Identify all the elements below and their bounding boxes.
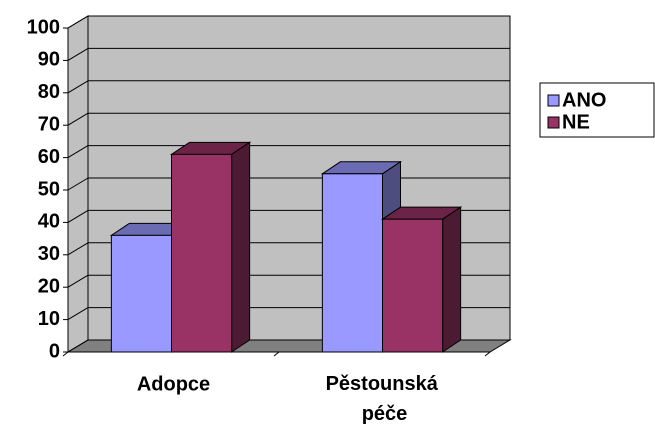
- y-tick-label: 50: [38, 178, 60, 200]
- x-tick-label-line: péče: [362, 403, 408, 425]
- x-tick: [273, 351, 280, 357]
- legend-swatch: [547, 94, 560, 107]
- grid-line: [67, 177, 89, 191]
- bar-front: [321, 173, 383, 353]
- y-tick-label: 20: [38, 275, 60, 297]
- grid-line: [67, 15, 89, 29]
- legend-label: NE: [562, 111, 590, 133]
- y-tick-label: 90: [38, 49, 60, 71]
- legend-label: ANO: [562, 89, 606, 111]
- grid-line: [67, 47, 89, 61]
- x-tick: [62, 351, 69, 357]
- grid-line: [67, 307, 89, 321]
- y-tick-label: 0: [49, 340, 60, 362]
- x-tick-label-line: Pěstounská: [326, 373, 444, 395]
- x-tick-label: Adopce: [137, 373, 210, 395]
- x-tick-label: Pěstounská péče: [326, 373, 444, 425]
- grid-line: [67, 80, 89, 94]
- y-tick-label: 60: [38, 146, 60, 168]
- bar-front: [110, 234, 172, 353]
- grid-line: [67, 339, 89, 353]
- y-tick-label: 40: [38, 211, 60, 233]
- bar-front: [382, 218, 444, 353]
- y-tick-label: 80: [38, 81, 60, 103]
- y-tick-label: 30: [38, 243, 60, 265]
- bar-front: [171, 153, 233, 353]
- bar: [380, 206, 463, 353]
- grid-line: [67, 112, 89, 126]
- y-tick-label: 70: [38, 113, 60, 135]
- y-tick-label: 100: [27, 16, 60, 38]
- x-tick: [484, 351, 491, 357]
- legend-swatch: [547, 116, 560, 129]
- grid-line: [67, 145, 89, 159]
- bar-side: [442, 206, 462, 353]
- bar: [169, 141, 252, 353]
- grid-line: [67, 242, 89, 256]
- grid-line: [67, 274, 89, 288]
- grid-line: [67, 209, 89, 223]
- y-tick-label: 10: [38, 308, 60, 330]
- bar-side: [231, 141, 251, 353]
